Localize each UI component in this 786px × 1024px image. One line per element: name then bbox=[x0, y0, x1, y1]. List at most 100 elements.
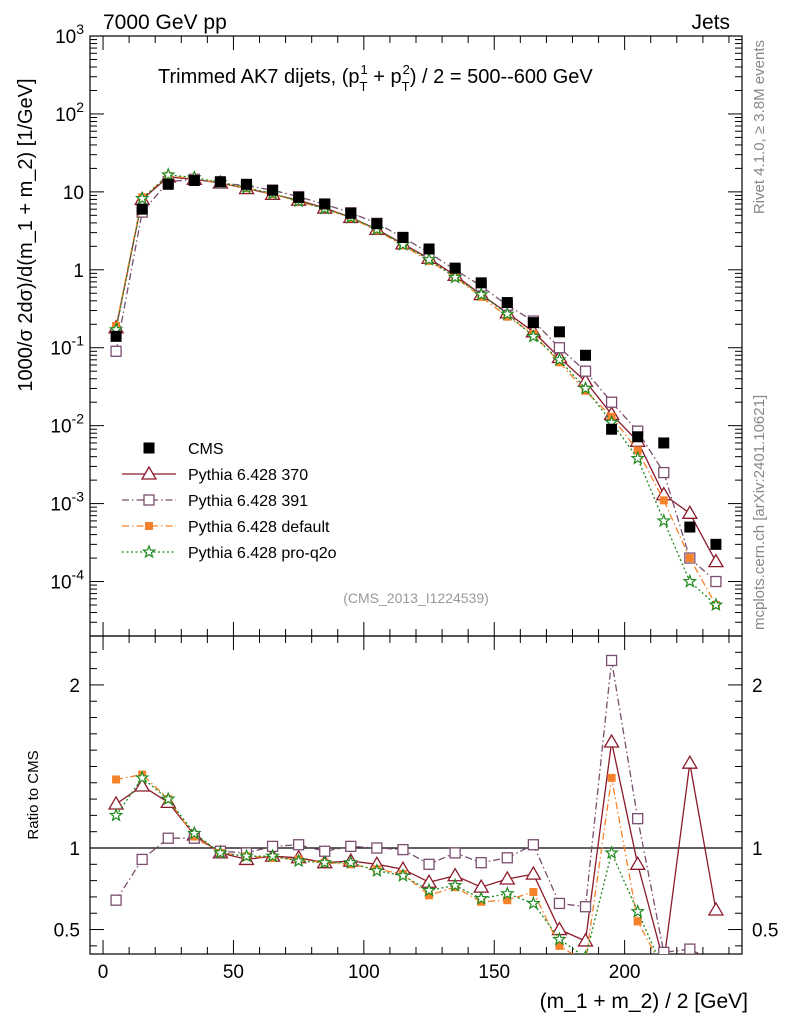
ratio-point bbox=[660, 966, 668, 974]
ratio-point bbox=[136, 853, 148, 866]
ratio-point bbox=[369, 863, 385, 878]
ratio-point bbox=[501, 852, 513, 864]
data-point bbox=[475, 277, 487, 289]
data-point bbox=[553, 342, 566, 354]
ratio-point bbox=[681, 754, 698, 769]
data-point bbox=[267, 184, 279, 196]
data-point bbox=[580, 349, 592, 361]
ratio-point bbox=[449, 847, 461, 859]
y-tick-label: 1 bbox=[73, 261, 84, 282]
ratio-point bbox=[555, 941, 564, 950]
data-point bbox=[449, 262, 461, 274]
ratio-point bbox=[629, 856, 646, 870]
ratio-line bbox=[115, 776, 658, 954]
legend-item: Pythia 6.428 default bbox=[122, 519, 330, 536]
ratio-tick-label: 0.5 bbox=[54, 921, 80, 942]
ratio-point bbox=[421, 882, 437, 897]
ratio-point bbox=[213, 845, 228, 860]
ratio-point bbox=[190, 832, 199, 841]
ratio-point bbox=[319, 845, 331, 857]
data-point bbox=[345, 207, 357, 219]
legend-label: Pythia 6.428 370 bbox=[188, 467, 308, 484]
ratio-point bbox=[658, 946, 670, 954]
analysis-watermark: (CMS_2013_I1224539) bbox=[343, 590, 489, 606]
y-tick-label: 102 bbox=[55, 99, 84, 126]
data-point bbox=[605, 396, 618, 408]
ratio-y-axis-label: Ratio to CMS bbox=[25, 750, 42, 839]
ratio-point bbox=[475, 857, 487, 869]
ratio-series-pythia-6-428-pro-q2o bbox=[108, 770, 695, 984]
series-line bbox=[115, 175, 717, 606]
data-point bbox=[188, 174, 200, 186]
legend-marker bbox=[143, 494, 155, 506]
ratio-point bbox=[499, 886, 515, 900]
series-cms bbox=[110, 174, 722, 550]
data-point bbox=[684, 521, 696, 533]
legend-marker bbox=[143, 442, 155, 454]
ratio-point bbox=[343, 855, 359, 869]
data-point bbox=[421, 251, 437, 266]
ratio-point bbox=[686, 974, 694, 982]
ratio-point bbox=[603, 733, 620, 748]
y-tick-label: 10-3 bbox=[50, 489, 84, 516]
data-point bbox=[553, 326, 565, 338]
y-tick-label: 103 bbox=[55, 21, 84, 48]
ratio-point bbox=[292, 839, 305, 851]
ratio-point bbox=[630, 903, 646, 918]
ratio-point bbox=[633, 917, 642, 926]
data-point bbox=[501, 297, 513, 309]
ratio-point bbox=[684, 973, 695, 984]
ratio-point bbox=[684, 943, 696, 954]
mcplots-label: mcplots.cern.ch [arXiv:2401.10621] bbox=[751, 395, 768, 630]
ratio-plot-frame bbox=[89, 635, 743, 955]
legend-marker bbox=[141, 544, 157, 559]
ratio-series-pythia-6-428-391 bbox=[110, 654, 702, 954]
data-point bbox=[160, 167, 176, 182]
data-point bbox=[162, 178, 174, 190]
data-point bbox=[371, 218, 383, 230]
ratio-point bbox=[604, 845, 619, 860]
data-point bbox=[710, 575, 722, 588]
header-left: 7000 GeV pp bbox=[103, 11, 227, 34]
ratio-point bbox=[525, 865, 542, 880]
ratio-point bbox=[658, 964, 669, 975]
y-tick-label: 10-1 bbox=[50, 333, 84, 360]
ratio-point bbox=[579, 901, 592, 913]
ratio-point bbox=[317, 855, 332, 869]
x-tick-label: 100 bbox=[348, 962, 380, 983]
x-tick-label: 150 bbox=[478, 962, 510, 983]
data-point bbox=[579, 365, 592, 377]
data-point bbox=[552, 352, 567, 367]
data-point bbox=[633, 446, 642, 455]
ratio-tick-label-right: 0.5 bbox=[752, 921, 778, 942]
ratio-point bbox=[577, 932, 594, 947]
legend-marker bbox=[140, 465, 158, 480]
chart-title: Trimmed AK7 dijets, (pT1 + pT2) / 2 = 50… bbox=[158, 62, 593, 94]
legend-label: Pythia 6.428 default bbox=[188, 519, 330, 536]
ratio-point bbox=[397, 843, 409, 856]
legend-item: Pythia 6.428 391 bbox=[122, 493, 308, 510]
ratio-point bbox=[425, 891, 434, 900]
ratio-point bbox=[529, 888, 538, 897]
data-point bbox=[214, 176, 226, 188]
ratio-point bbox=[712, 974, 720, 982]
main-series-layer bbox=[107, 167, 725, 612]
ratio-point bbox=[110, 894, 122, 906]
series-pythia-6-428-pro-q2o bbox=[108, 167, 724, 612]
ratio-line bbox=[115, 741, 717, 954]
ratio-point bbox=[395, 867, 411, 883]
ratio-point bbox=[707, 901, 725, 916]
ratio-tick-label-right: 2 bbox=[752, 676, 763, 697]
data-point bbox=[136, 203, 148, 215]
ratio-point bbox=[239, 848, 254, 863]
rivet-label: Rivet 4.1.0, ≥ 3.8M events bbox=[751, 40, 768, 214]
legend-item: Pythia 6.428 370 bbox=[122, 465, 308, 484]
data-point bbox=[656, 513, 672, 528]
ratio-point bbox=[162, 832, 174, 844]
data-point bbox=[134, 190, 150, 205]
x-tick-label: 50 bbox=[223, 962, 244, 983]
data-point bbox=[499, 306, 515, 321]
ratio-point bbox=[473, 890, 489, 905]
ratio-point bbox=[605, 654, 618, 667]
ratio-point bbox=[447, 877, 463, 892]
